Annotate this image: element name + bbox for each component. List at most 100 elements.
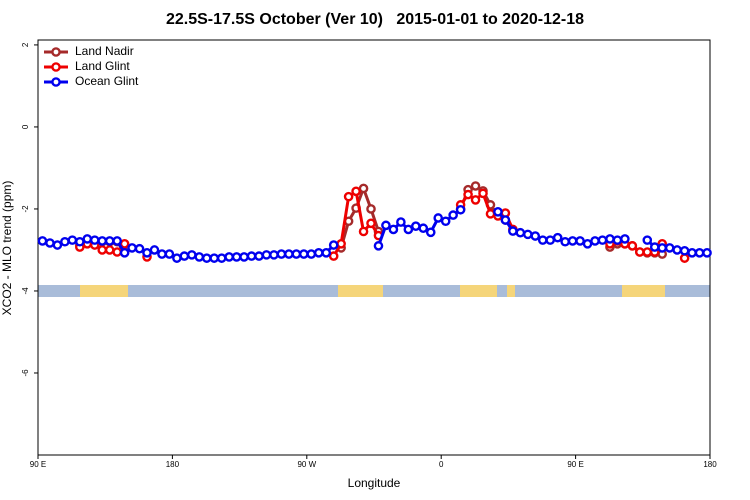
y-tick-label: -6 xyxy=(21,369,30,377)
point xyxy=(351,186,361,197)
point xyxy=(201,253,212,263)
point xyxy=(455,204,466,215)
point xyxy=(612,235,623,245)
point xyxy=(470,195,481,205)
land-band xyxy=(80,285,128,297)
point xyxy=(89,235,100,245)
point xyxy=(433,213,444,223)
point xyxy=(82,234,93,244)
point xyxy=(37,236,48,246)
point xyxy=(440,216,451,227)
x-tick-label: 180 xyxy=(166,460,180,469)
point xyxy=(119,239,130,249)
point xyxy=(254,251,264,261)
point xyxy=(388,224,399,235)
point xyxy=(500,215,511,225)
x-axis-label: Longitude xyxy=(348,476,401,490)
point xyxy=(418,223,429,234)
point xyxy=(403,224,414,235)
point xyxy=(373,241,384,251)
point xyxy=(590,236,600,246)
point xyxy=(575,236,585,246)
point xyxy=(642,247,653,257)
point xyxy=(411,221,421,231)
point xyxy=(545,235,556,245)
point xyxy=(127,243,137,253)
point xyxy=(261,250,272,260)
x-tick-label: 0 xyxy=(439,460,444,469)
point xyxy=(702,248,712,258)
land-band xyxy=(338,285,383,297)
point xyxy=(463,189,473,200)
point xyxy=(679,253,690,263)
point xyxy=(239,252,249,262)
point xyxy=(672,245,682,255)
point xyxy=(358,226,369,237)
x-tick-label: 90 E xyxy=(30,460,46,469)
point xyxy=(75,236,85,247)
point xyxy=(306,249,317,259)
point xyxy=(291,249,302,259)
point xyxy=(478,188,488,199)
x-tick-label: 90 E xyxy=(567,460,583,469)
point xyxy=(425,227,436,238)
chart-title: 22.5S-17.5S October (Ver 10) 2015-01-01 … xyxy=(166,11,584,28)
land-band xyxy=(622,285,665,297)
point xyxy=(635,247,645,257)
point xyxy=(597,235,608,245)
point xyxy=(567,236,578,246)
point xyxy=(60,236,70,247)
point xyxy=(187,250,197,260)
legend-marker xyxy=(51,62,61,72)
point xyxy=(172,253,182,263)
point xyxy=(112,236,122,246)
point xyxy=(537,235,548,245)
point xyxy=(313,248,324,258)
legend-marker xyxy=(51,77,61,87)
point xyxy=(149,245,160,255)
legend-label: Ocean Glint xyxy=(75,74,139,88)
point xyxy=(493,207,503,217)
point xyxy=(276,249,287,259)
point xyxy=(448,210,458,220)
point xyxy=(508,226,518,236)
y-axis-label: XCO2 - MLO trend (ppm) xyxy=(0,181,14,316)
point xyxy=(112,247,122,257)
point xyxy=(336,239,346,249)
point xyxy=(179,251,190,261)
point xyxy=(231,252,242,262)
x-tick-label: 90 W xyxy=(297,460,316,469)
point xyxy=(582,239,593,249)
point xyxy=(269,250,279,260)
legend-label: Land Nadir xyxy=(75,44,134,58)
y-tick-label: 0 xyxy=(21,124,30,129)
y-tick-label: -2 xyxy=(21,205,30,213)
point xyxy=(381,220,391,231)
point xyxy=(45,238,55,248)
point xyxy=(104,245,115,255)
land-ocean-strip xyxy=(38,285,710,297)
land-band xyxy=(507,285,515,297)
point xyxy=(343,191,354,202)
legend-label: Land Glint xyxy=(75,59,130,73)
point xyxy=(366,218,376,229)
point xyxy=(119,248,130,258)
y-tick-label: 2 xyxy=(21,42,30,47)
point xyxy=(284,249,294,259)
point xyxy=(560,236,570,247)
point xyxy=(470,181,481,191)
x-tick-label: 180 xyxy=(703,460,717,469)
point xyxy=(523,229,533,240)
point xyxy=(620,234,630,244)
point xyxy=(530,231,541,241)
point xyxy=(97,236,108,246)
point xyxy=(649,242,660,252)
point xyxy=(209,253,220,263)
legend-marker xyxy=(51,47,61,57)
point xyxy=(194,252,205,262)
point xyxy=(605,234,615,244)
point xyxy=(104,236,115,246)
point xyxy=(552,232,563,243)
point xyxy=(164,249,175,259)
